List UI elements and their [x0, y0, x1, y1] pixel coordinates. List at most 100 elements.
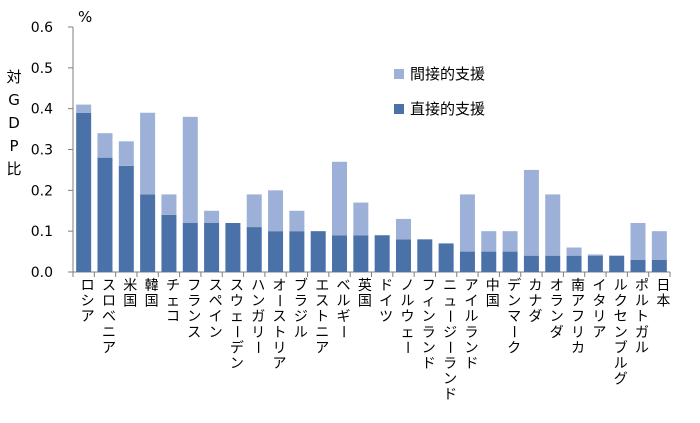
category-label-char: ウ [400, 309, 414, 325]
category-label-char: ア [102, 340, 116, 356]
y-axis-title-char: P [9, 137, 18, 155]
bar-indirect-27 [651, 231, 667, 260]
category-label-char: ン [614, 325, 628, 341]
category-label-char: ギ [337, 309, 351, 325]
category-label-char: ン [507, 294, 521, 310]
category-label-char: チ [166, 278, 180, 294]
legend-label: 直接的支援 [410, 100, 485, 118]
category-label-char: ラ [464, 325, 478, 341]
category-label-char: ロ [102, 294, 116, 310]
category-label-char: 国 [358, 294, 372, 310]
bar-direct-7 [225, 223, 241, 272]
category-label-char: ル [635, 294, 649, 310]
category-label-char: ェ [166, 294, 180, 310]
category-label-char: ガ [635, 325, 649, 341]
category-label-char: ウ [230, 294, 244, 310]
category-label-char: ー [398, 340, 414, 354]
category-label-char: 韓 [145, 278, 159, 294]
category-label-char: セ [614, 309, 628, 325]
category-label-char: ナ [528, 294, 542, 310]
category-label-char: ア [592, 325, 606, 341]
bar-direct-6 [204, 223, 220, 272]
category-label-char: ベ [102, 309, 116, 325]
bar-direct-14 [374, 235, 390, 272]
category-label-char: グ [614, 372, 628, 388]
category-label-char: ニ [315, 325, 329, 341]
bar-indirect-26 [630, 223, 646, 260]
category-label-char: フ [571, 309, 585, 325]
category-label-char: ス [315, 294, 329, 310]
category-label-char: ニ [443, 278, 457, 294]
category-label-char: ジ [294, 309, 308, 325]
category-label-char: ペ [209, 294, 223, 310]
bar-direct-5 [182, 223, 198, 272]
bar-indirect-0 [76, 104, 92, 113]
category-label-char: シ [81, 294, 95, 310]
bar-indirect-1 [97, 133, 113, 158]
category-label-char: ェ [230, 309, 244, 325]
bar-direct-18 [459, 251, 475, 272]
category-label-char: 日 [656, 278, 670, 294]
bar-indirect-3 [140, 112, 156, 195]
category-label-char: ー [441, 309, 457, 323]
bar-direct-21 [523, 255, 539, 272]
bar-direct-25 [609, 255, 625, 272]
category-label-char: ー [271, 294, 287, 308]
category-label-char: タ [592, 294, 606, 310]
category-label-char: ル [294, 325, 308, 341]
bar-indirect-13 [353, 202, 369, 236]
category-label-char: オ [550, 278, 564, 294]
category-label-char: ン [550, 309, 564, 325]
category-label-char: ュ [443, 294, 457, 310]
y-tick-label: 0.3 [31, 143, 53, 159]
category-label-char: ド [443, 387, 457, 403]
category-label-char: デ [230, 339, 244, 356]
category-label-char: 英 [358, 277, 372, 294]
category-label-char: ラ [422, 325, 436, 341]
category-label-char: ア [571, 294, 585, 310]
bar-direct-26 [630, 259, 646, 272]
bar-indirect-15 [395, 218, 411, 240]
category-label-char: カ [571, 340, 585, 356]
category-label-char: ン [230, 356, 244, 372]
category-label: ロシア [81, 278, 95, 325]
category-label-char: イ [592, 278, 606, 294]
category-label-char: リ [251, 325, 265, 341]
y-tick-label: 0.5 [31, 61, 53, 77]
category-label-char: ー [335, 325, 351, 339]
category-label-char: ル [614, 278, 628, 294]
category-label-char: ン [422, 309, 436, 325]
category-label-char: ル [464, 309, 478, 325]
category-label-char: ダ [550, 325, 564, 341]
category-label-char: ィ [422, 294, 436, 310]
category-label-char: ン [251, 294, 265, 310]
category-label-char: イ [209, 309, 223, 325]
y-tick-label: 0.0 [31, 265, 53, 281]
category-label-char: ル [400, 294, 414, 310]
category-label-char: ン [464, 340, 478, 356]
bar-indirect-5 [182, 116, 198, 223]
category-label-char: ツ [379, 309, 393, 325]
bar-direct-13 [353, 235, 369, 272]
bar-direct-22 [545, 255, 561, 272]
bar-indirect-8 [246, 194, 262, 228]
category-label-char: ー [228, 325, 244, 339]
bar-direct-8 [246, 227, 262, 272]
category-label-char: ン [422, 340, 436, 356]
category-label-char: ベ [337, 278, 351, 294]
bar-direct-11 [310, 231, 326, 272]
bar-direct-17 [438, 243, 454, 272]
legend-swatch [394, 69, 404, 79]
category-label-char: ブ [294, 277, 308, 294]
bar-direct-16 [417, 239, 433, 272]
